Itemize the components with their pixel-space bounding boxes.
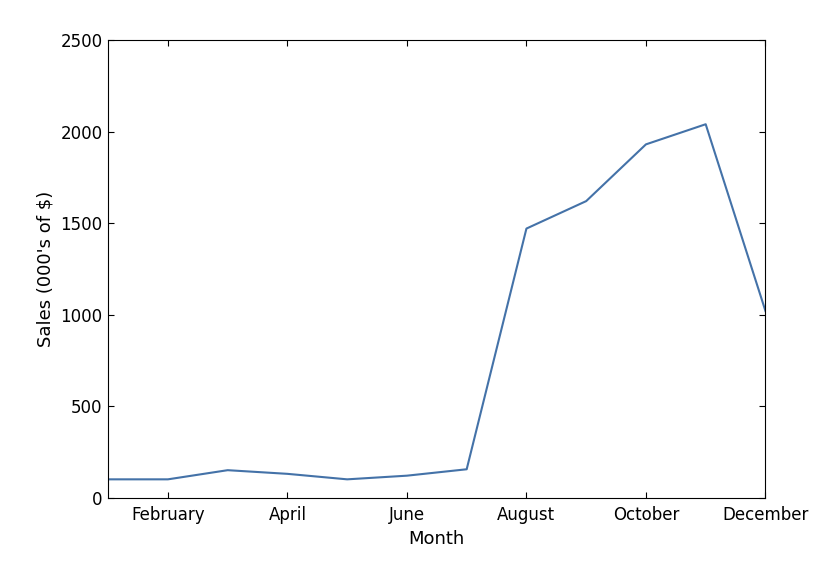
Y-axis label: Sales (000's of $): Sales (000's of $) <box>37 190 55 347</box>
X-axis label: Month: Month <box>409 530 465 547</box>
